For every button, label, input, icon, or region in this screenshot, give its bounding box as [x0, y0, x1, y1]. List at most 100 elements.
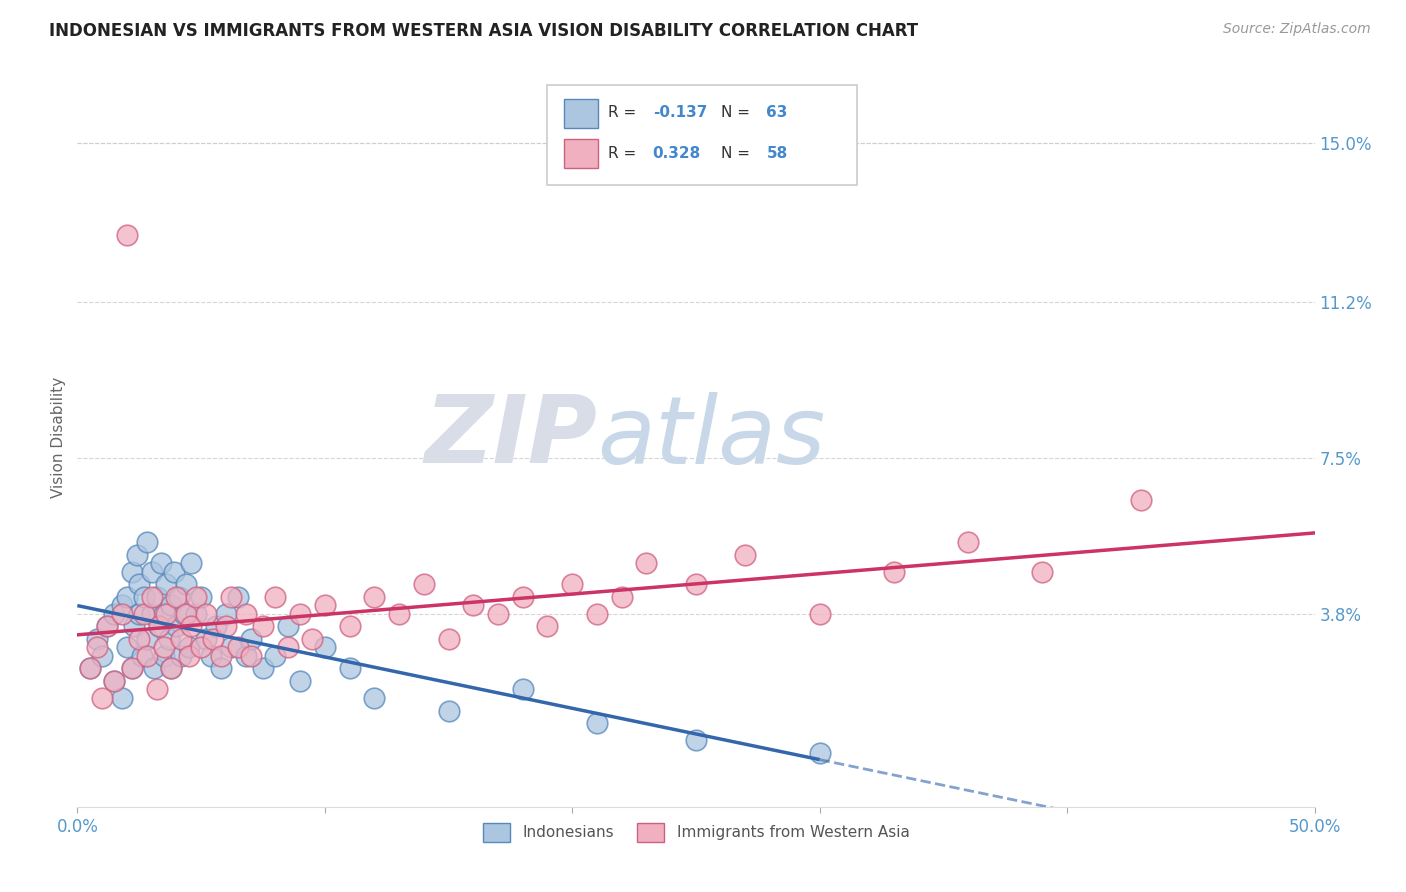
FancyBboxPatch shape — [564, 99, 598, 128]
Point — [153, 640, 176, 655]
Point — [808, 746, 831, 760]
Point — [134, 590, 156, 604]
Point — [339, 619, 361, 633]
Point — [184, 607, 207, 621]
Point — [226, 640, 249, 655]
Point — [145, 590, 167, 604]
Point — [177, 648, 200, 663]
Point — [170, 632, 193, 646]
Point — [195, 607, 218, 621]
Point — [685, 733, 707, 747]
Point — [184, 590, 207, 604]
Point — [103, 674, 125, 689]
Point — [79, 661, 101, 675]
Point — [512, 682, 534, 697]
Text: N =: N = — [721, 105, 755, 120]
Point — [91, 690, 114, 705]
Point — [135, 535, 157, 549]
Point — [180, 619, 202, 633]
Text: R =: R = — [609, 146, 641, 161]
Point — [163, 565, 186, 579]
Point — [215, 607, 238, 621]
Text: 58: 58 — [766, 146, 787, 161]
Point — [1031, 565, 1053, 579]
FancyBboxPatch shape — [547, 86, 856, 186]
Point — [180, 556, 202, 570]
Point — [128, 577, 150, 591]
Point — [363, 690, 385, 705]
Point — [135, 632, 157, 646]
Point — [252, 619, 274, 633]
Point — [512, 590, 534, 604]
Point — [288, 607, 311, 621]
Y-axis label: Vision Disability: Vision Disability — [51, 376, 66, 498]
Point — [209, 661, 232, 675]
Point — [239, 648, 262, 663]
Point — [363, 590, 385, 604]
Point — [150, 556, 173, 570]
Text: 63: 63 — [766, 105, 787, 120]
Point — [79, 661, 101, 675]
Point — [586, 716, 609, 731]
Point — [195, 632, 218, 646]
Text: ZIP: ZIP — [425, 391, 598, 483]
Point — [153, 648, 176, 663]
Point — [148, 619, 170, 633]
Point — [412, 577, 434, 591]
Point — [486, 607, 509, 621]
Text: N =: N = — [721, 146, 755, 161]
Point — [561, 577, 583, 591]
Legend: Indonesians, Immigrants from Western Asia: Indonesians, Immigrants from Western Asi… — [477, 817, 915, 847]
Point — [209, 648, 232, 663]
Point — [160, 599, 183, 613]
FancyBboxPatch shape — [564, 139, 598, 169]
Point — [135, 648, 157, 663]
Point — [96, 619, 118, 633]
Point — [314, 599, 336, 613]
Point — [883, 565, 905, 579]
Point — [145, 682, 167, 697]
Point — [252, 661, 274, 675]
Point — [314, 640, 336, 655]
Point — [174, 607, 197, 621]
Point — [125, 548, 148, 562]
Point — [128, 632, 150, 646]
Point — [339, 661, 361, 675]
Point — [215, 619, 238, 633]
Point — [190, 590, 212, 604]
Point — [165, 590, 187, 604]
Point — [167, 590, 190, 604]
Point — [160, 661, 183, 675]
Point — [239, 632, 262, 646]
Point — [115, 640, 138, 655]
Point — [219, 590, 242, 604]
Text: 0.328: 0.328 — [652, 146, 702, 161]
Point — [111, 607, 134, 621]
Point — [1130, 493, 1153, 508]
Point — [463, 599, 485, 613]
Point — [264, 648, 287, 663]
Point — [115, 590, 138, 604]
Point — [235, 648, 257, 663]
Point — [134, 607, 156, 621]
Point — [143, 661, 166, 675]
Point — [157, 632, 180, 646]
Text: atlas: atlas — [598, 392, 825, 483]
Point — [121, 661, 143, 675]
Point — [111, 599, 134, 613]
Point — [264, 590, 287, 604]
Point — [86, 632, 108, 646]
Point — [734, 548, 756, 562]
Point — [636, 556, 658, 570]
Point — [153, 607, 176, 621]
Point — [219, 640, 242, 655]
Point — [96, 619, 118, 633]
Point — [148, 619, 170, 633]
Point — [121, 661, 143, 675]
Point — [173, 607, 195, 621]
Point — [277, 640, 299, 655]
Point — [957, 535, 980, 549]
Point — [226, 590, 249, 604]
Point — [205, 619, 228, 633]
Point — [174, 577, 197, 591]
